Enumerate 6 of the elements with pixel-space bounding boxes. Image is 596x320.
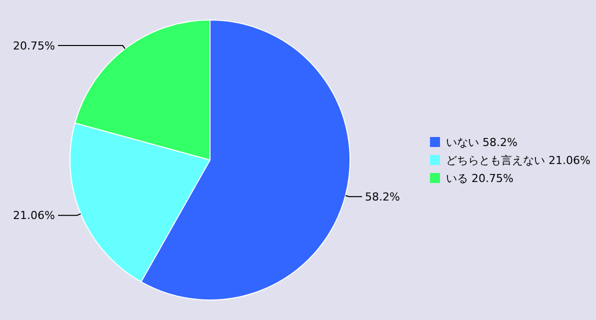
legend-label: いない 58.2% <box>446 136 518 149</box>
legend-label: どちらとも言えない 21.06% <box>446 154 590 167</box>
data-label: 20.75% <box>13 39 55 52</box>
legend-label: いる 20.75% <box>446 172 514 185</box>
data-label: 21.06% <box>13 209 55 222</box>
data-label: 58.2% <box>365 190 400 204</box>
